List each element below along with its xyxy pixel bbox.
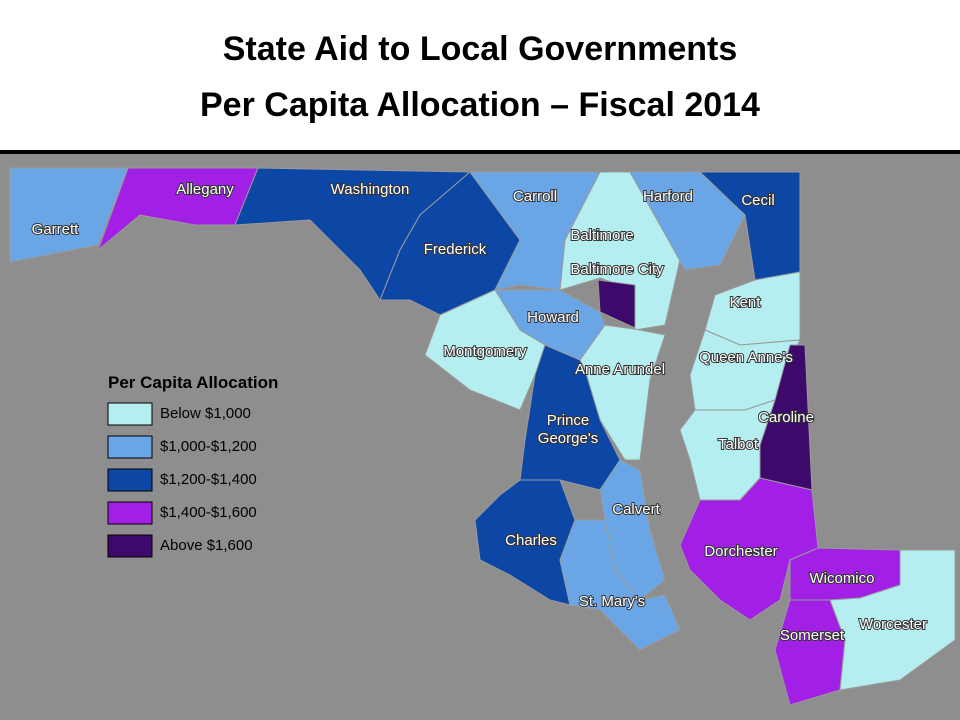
county-label: Howard bbox=[527, 309, 579, 326]
county-label: Cecil bbox=[741, 192, 774, 209]
county-label: Somerset bbox=[780, 627, 845, 644]
county bbox=[679, 477, 819, 621]
county-label: Talbot bbox=[718, 436, 759, 453]
legend-title: Per Capita Allocation bbox=[108, 373, 278, 392]
county-label: Baltimore City bbox=[570, 261, 664, 278]
title-line: State Aid to Local Governments bbox=[223, 30, 738, 68]
legend-swatch bbox=[107, 402, 153, 426]
legend-swatch bbox=[107, 468, 153, 492]
county-label: Queen Anne's bbox=[699, 349, 793, 366]
county-label: St. Mary's bbox=[579, 593, 645, 610]
county-label: Prince George's bbox=[538, 412, 598, 447]
legend-label: $1,400-$1,600 bbox=[160, 504, 257, 521]
legend-label: Below $1,000 bbox=[160, 405, 251, 422]
county-label: Washington bbox=[331, 181, 410, 198]
county-label: Anne Arundel bbox=[575, 361, 665, 378]
county bbox=[597, 279, 636, 329]
county-label: Montgomery bbox=[443, 343, 527, 360]
title-line: Per Capita Allocation – Fiscal 2014 bbox=[200, 86, 760, 124]
county-label-line: Prince bbox=[547, 412, 590, 429]
county-label: Harford bbox=[643, 188, 693, 205]
county-label: Worcester bbox=[859, 616, 927, 633]
county-label: Frederick bbox=[424, 241, 487, 258]
county-label: Carroll bbox=[513, 188, 557, 205]
county-label-line: George's bbox=[538, 430, 598, 447]
county bbox=[9, 167, 129, 263]
legend-swatch bbox=[107, 534, 153, 558]
county bbox=[829, 549, 956, 691]
counties: Garrett Allegany Washington Frederick Carrol… bbox=[9, 167, 956, 706]
legend-swatch bbox=[107, 435, 153, 459]
county-label: Calvert bbox=[612, 501, 660, 518]
legend-label: Above $1,600 bbox=[160, 537, 253, 554]
legend-swatch bbox=[107, 501, 153, 525]
county-label: Allegany bbox=[176, 181, 234, 198]
legend: Per Capita Allocation Below $1,000 $1,000… bbox=[107, 373, 278, 558]
county-label: Charles bbox=[505, 532, 557, 549]
county-label: Wicomico bbox=[809, 570, 874, 587]
legend-label: $1,000-$1,200 bbox=[160, 438, 257, 455]
county-label: Kent bbox=[730, 294, 762, 311]
county bbox=[474, 479, 576, 606]
title-area bbox=[0, 0, 960, 152]
divider bbox=[0, 150, 960, 154]
county bbox=[774, 599, 846, 706]
county-label: Baltimore bbox=[570, 227, 633, 244]
county-label: Garrett bbox=[32, 221, 80, 238]
county-label: Caroline bbox=[758, 409, 814, 426]
legend-label: $1,200-$1,400 bbox=[160, 471, 257, 488]
county-label: Dorchester bbox=[704, 543, 777, 560]
county bbox=[559, 519, 681, 651]
